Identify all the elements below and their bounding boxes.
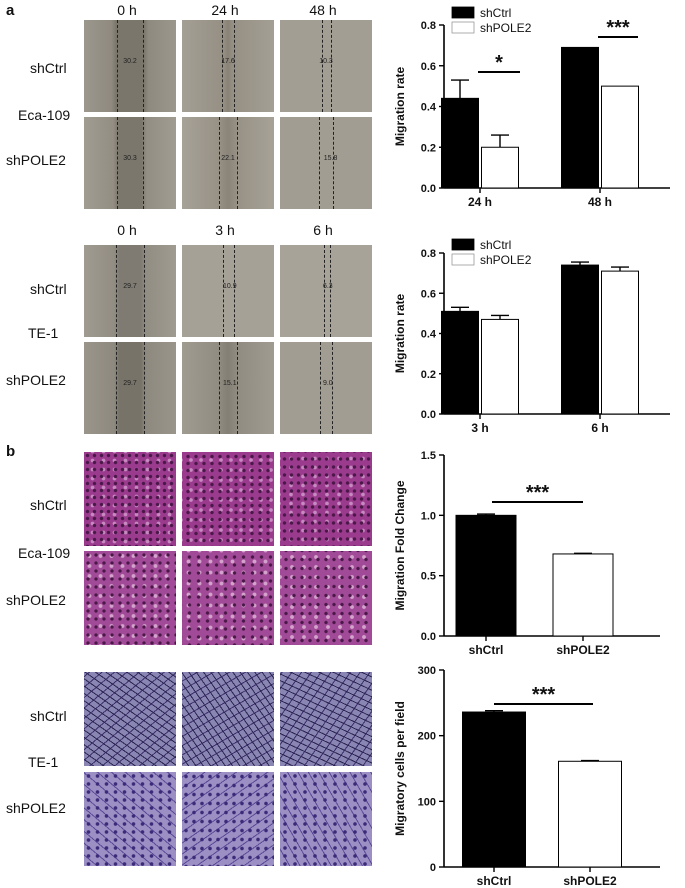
wound-image: 10.3 bbox=[280, 20, 372, 112]
cell-line-label: TE-1 bbox=[28, 754, 59, 770]
transwell-image bbox=[280, 452, 372, 546]
x-tick-label: 48 h bbox=[588, 195, 612, 209]
bar bbox=[552, 553, 614, 637]
y-tick-label: 0.6 bbox=[421, 61, 436, 73]
row-label-shpole2: shPOLE2 bbox=[6, 372, 66, 388]
row-label-shpole2: shPOLE2 bbox=[6, 152, 66, 168]
y-tick-label: 0.4 bbox=[421, 102, 437, 114]
y-axis-label: Migratory cells per field bbox=[393, 701, 407, 836]
legend-swatch bbox=[451, 238, 475, 251]
cell-line-label: Eca-109 bbox=[18, 545, 71, 561]
cell-line-label: Eca-109 bbox=[18, 107, 71, 123]
significance-marker: *** bbox=[606, 17, 630, 39]
wound-image: 29.7 bbox=[84, 342, 176, 434]
bar bbox=[558, 760, 622, 868]
panel-letter-a: a bbox=[6, 2, 15, 19]
timepoint-label: 48 h bbox=[309, 2, 337, 18]
row-label-shctrl: shCtrl bbox=[30, 281, 67, 297]
wound-image: 15.8 bbox=[280, 117, 372, 209]
timepoint-label: 6 h bbox=[313, 222, 333, 238]
row-label-shctrl: shCtrl bbox=[30, 708, 67, 724]
legend-label: shCtrl bbox=[480, 238, 511, 252]
y-tick-label: 0.8 bbox=[421, 248, 436, 260]
transwell-image bbox=[182, 772, 274, 866]
bar bbox=[561, 264, 599, 415]
x-tick-label: 3 h bbox=[471, 421, 488, 435]
wound-image: 30.2 bbox=[84, 20, 176, 112]
y-axis-label: Migration Fold Change bbox=[393, 480, 407, 610]
bar bbox=[462, 711, 526, 868]
significance-marker: *** bbox=[532, 684, 556, 706]
x-tick-label: shPOLE2 bbox=[556, 643, 610, 657]
transwell-image bbox=[280, 551, 372, 645]
y-tick-label: 1.0 bbox=[421, 510, 436, 522]
wound-image: 15.1 bbox=[182, 342, 274, 434]
bar bbox=[481, 146, 519, 189]
legend-swatch bbox=[451, 6, 475, 19]
y-tick-label: 0.0 bbox=[421, 631, 436, 643]
x-tick-label: shCtrl bbox=[469, 643, 504, 657]
panel-letter-b: b bbox=[6, 443, 16, 460]
transwell-image bbox=[84, 551, 176, 645]
significance-marker: * bbox=[495, 52, 503, 74]
wound-image: 10.9 bbox=[182, 245, 274, 337]
legend-swatch bbox=[451, 253, 475, 266]
wound-image: 22.1 bbox=[182, 117, 274, 209]
wound-image: 29.7 bbox=[84, 245, 176, 337]
cell-line-label: TE-1 bbox=[28, 325, 59, 341]
legend-swatch bbox=[451, 21, 475, 34]
transwell-image bbox=[280, 772, 372, 866]
y-tick-label: 0.8 bbox=[421, 20, 436, 32]
bar bbox=[441, 310, 479, 415]
y-tick-label: 1.5 bbox=[421, 450, 436, 462]
wound-image: 30.3 bbox=[84, 117, 176, 209]
row-label-shctrl: shCtrl bbox=[30, 60, 67, 76]
y-tick-label: 300 bbox=[418, 665, 436, 677]
transwell-image bbox=[182, 551, 274, 645]
transwell-image bbox=[280, 672, 372, 766]
timepoint-label: 0 h bbox=[117, 222, 137, 238]
y-tick-label: 0.2 bbox=[421, 369, 436, 381]
transwell-image bbox=[84, 672, 176, 766]
transwell-image bbox=[84, 452, 176, 546]
significance-marker: *** bbox=[526, 482, 550, 504]
x-tick-label: 24 h bbox=[468, 195, 492, 209]
y-tick-label: 0.0 bbox=[421, 409, 436, 421]
row-label-shpole2: shPOLE2 bbox=[6, 800, 66, 816]
row-label-shctrl: shCtrl bbox=[30, 497, 67, 513]
y-tick-label: 100 bbox=[418, 796, 436, 808]
wound-image: 6.3 bbox=[280, 245, 372, 337]
transwell-image bbox=[182, 672, 274, 766]
bar bbox=[441, 97, 479, 189]
legend-label: shCtrl bbox=[480, 6, 511, 20]
y-tick-label: 0.0 bbox=[421, 183, 436, 195]
y-tick-label: 0.5 bbox=[421, 571, 436, 583]
timepoint-label: 0 h bbox=[117, 2, 137, 18]
transwell-image bbox=[84, 772, 176, 866]
bar bbox=[601, 270, 639, 415]
transwell-image bbox=[182, 452, 274, 546]
x-tick-label: shPOLE2 bbox=[563, 874, 617, 888]
legend-label: shPOLE2 bbox=[480, 21, 532, 35]
y-axis-label: Migration rate bbox=[393, 67, 407, 147]
wound-image: 17.6 bbox=[182, 20, 274, 112]
bar bbox=[561, 46, 599, 189]
timepoint-label: 3 h bbox=[215, 222, 235, 238]
timepoint-label: 24 h bbox=[211, 2, 239, 18]
bar bbox=[455, 514, 517, 637]
row-label-shpole2: shPOLE2 bbox=[6, 592, 66, 608]
y-tick-label: 200 bbox=[418, 731, 436, 743]
x-tick-label: shCtrl bbox=[477, 874, 512, 888]
y-tick-label: 0.4 bbox=[421, 329, 437, 341]
y-tick-label: 0.2 bbox=[421, 142, 436, 154]
wound-image: 9.0 bbox=[280, 342, 372, 434]
bar bbox=[481, 318, 519, 415]
x-tick-label: 6 h bbox=[591, 421, 608, 435]
bar bbox=[601, 85, 639, 189]
y-tick-label: 0 bbox=[430, 862, 436, 874]
legend-label: shPOLE2 bbox=[480, 253, 532, 267]
y-axis-label: Migration rate bbox=[393, 294, 407, 374]
y-tick-label: 0.6 bbox=[421, 288, 436, 300]
